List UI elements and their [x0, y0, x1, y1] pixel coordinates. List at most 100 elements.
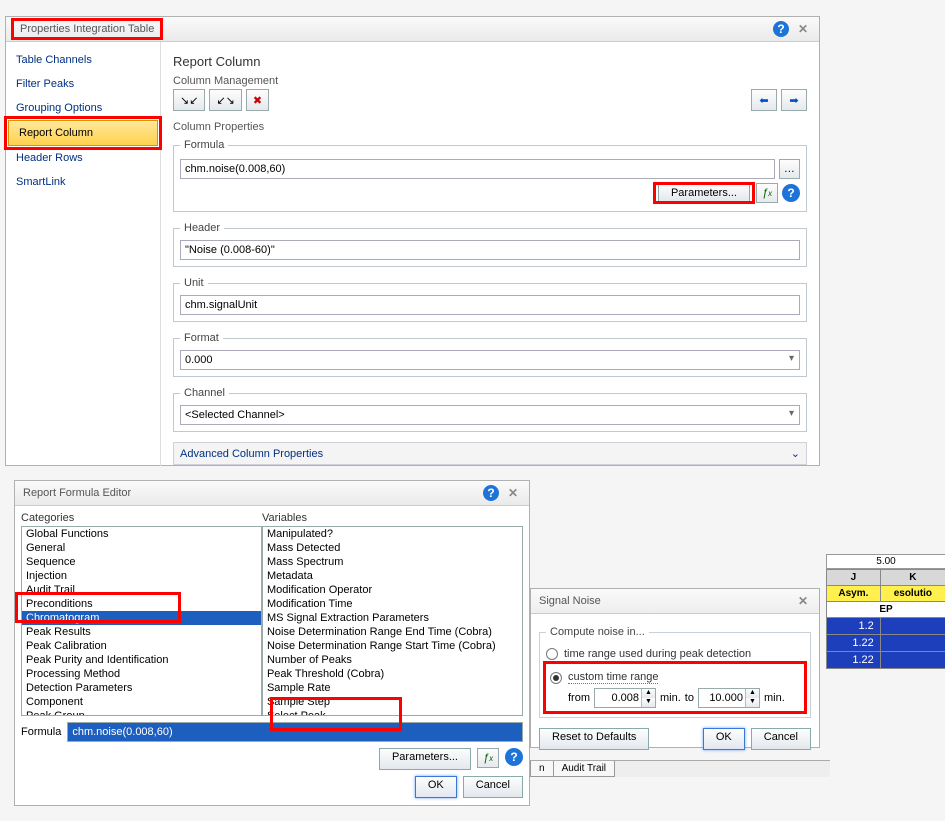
close-icon[interactable]: ✕ [795, 21, 811, 37]
categories-listbox[interactable]: Global FunctionsGeneralSequenceInjection… [21, 526, 262, 716]
from-spinner[interactable]: ▲▼ [594, 688, 656, 708]
channel-combo[interactable] [180, 405, 800, 425]
parameters-button[interactable]: Parameters... [658, 184, 750, 202]
variables-listbox[interactable]: Manipulated?Mass DetectedMass SpectrumMe… [262, 526, 523, 716]
properties-title: Properties Integration Table [14, 21, 160, 37]
header-input[interactable] [180, 240, 800, 260]
variable-item[interactable]: MS Signal Extraction Parameters [263, 611, 522, 625]
spin-down-icon[interactable]: ▼ [641, 698, 655, 707]
category-item[interactable]: Audit Trail [22, 583, 261, 597]
category-item[interactable]: General [22, 541, 261, 555]
nav-item-table-channels[interactable]: Table Channels [6, 48, 160, 72]
radio-peak-detection[interactable]: time range used during peak detection [546, 648, 804, 660]
close-icon[interactable]: ✕ [505, 485, 521, 501]
category-item[interactable]: Peak Group [22, 709, 261, 716]
variable-item[interactable]: Mass Spectrum [263, 555, 522, 569]
col-delete-button[interactable]: ✖ [246, 89, 269, 111]
variable-item[interactable]: Mass Detected [263, 541, 522, 555]
variable-item[interactable]: Sample Step [263, 695, 522, 709]
help-icon[interactable]: ? [483, 485, 499, 501]
fx-button[interactable]: ƒx [477, 748, 499, 768]
col-add-before-button[interactable]: ↘↙ [173, 89, 205, 111]
header-legend: Header [180, 222, 224, 234]
formula-editor-panel: Report Formula Editor ? ✕ Categories Glo… [14, 480, 530, 806]
col-letter: K [880, 570, 945, 586]
variable-item[interactable]: Noise Determination Range End Time (Cobr… [263, 625, 522, 639]
nav-item-grouping-options[interactable]: Grouping Options [6, 96, 160, 120]
variables-label: Variables [262, 510, 523, 526]
cancel-button[interactable]: Cancel [463, 776, 523, 798]
formula-browse-button[interactable]: … [779, 159, 800, 179]
category-item[interactable]: Injection [22, 569, 261, 583]
compute-noise-fieldset: Compute noise in... time range used duri… [539, 626, 811, 718]
to-input[interactable] [699, 692, 745, 704]
sub-header: EP [827, 602, 945, 618]
table-cell: 1.22 [827, 635, 881, 652]
radio-custom-range-label: custom time range [568, 671, 658, 684]
col-add-after-button[interactable]: ↙↘ [209, 89, 241, 111]
from-input[interactable] [595, 692, 641, 704]
formula-legend: Formula [180, 139, 228, 151]
variable-item[interactable]: Number of Peaks [263, 653, 522, 667]
variable-item[interactable]: Select Peak [263, 709, 522, 716]
format-combo[interactable] [180, 350, 800, 370]
variable-item[interactable]: Noise Determination Range Start Time (Co… [263, 639, 522, 653]
ok-button[interactable]: OK [703, 728, 745, 750]
nav-item-report-column[interactable]: Report Column [8, 120, 158, 146]
spin-up-icon[interactable]: ▲ [641, 689, 655, 698]
ok-button[interactable]: OK [415, 776, 457, 798]
category-item[interactable]: Peak Calibration [22, 639, 261, 653]
properties-nav: Table ChannelsFilter PeaksGrouping Optio… [6, 42, 161, 466]
category-item[interactable]: Chromatogram [22, 611, 261, 625]
min-label: min. [764, 692, 785, 704]
format-fieldset: Format [173, 332, 807, 377]
reset-defaults-button[interactable]: Reset to Defaults [539, 728, 649, 750]
variable-item[interactable]: Modification Time [263, 597, 522, 611]
category-item[interactable]: Component [22, 695, 261, 709]
table-cell [880, 618, 945, 635]
next-button[interactable]: ➡ [781, 89, 807, 111]
cancel-button[interactable]: Cancel [751, 728, 811, 750]
variable-item[interactable]: Manipulated? [263, 527, 522, 541]
nav-item-smartlink[interactable]: SmartLink [6, 170, 160, 194]
min-label: min. [660, 692, 681, 704]
advanced-expander[interactable]: Advanced Column Properties ⌄ [173, 442, 807, 465]
prev-button[interactable]: ⬅ [751, 89, 777, 111]
close-icon[interactable]: ✕ [795, 593, 811, 609]
spin-up-icon[interactable]: ▲ [745, 689, 759, 698]
formula-editor-input[interactable] [67, 722, 523, 742]
table-cell [880, 635, 945, 652]
formula-editor-title: Report Formula Editor [23, 487, 131, 499]
variable-item[interactable]: Sample Rate [263, 681, 522, 695]
formula-help-icon[interactable]: ? [782, 184, 800, 202]
to-spinner[interactable]: ▲▼ [698, 688, 760, 708]
categories-label: Categories [21, 510, 262, 526]
fe-parameters-button[interactable]: Parameters... [379, 748, 471, 770]
tab[interactable]: n [530, 761, 554, 777]
format-legend: Format [180, 332, 223, 344]
category-item[interactable]: Preconditions [22, 597, 261, 611]
tab[interactable]: Audit Trail [553, 761, 615, 777]
signal-noise-dialog: Signal Noise ✕ Compute noise in... time … [530, 588, 820, 748]
nav-item-filter-peaks[interactable]: Filter Peaks [6, 72, 160, 96]
radio-custom-range[interactable]: custom time range [550, 671, 800, 684]
nav-item-header-rows[interactable]: Header Rows [6, 146, 160, 170]
category-item[interactable]: Peak Purity and Identification [22, 653, 261, 667]
col-letter: J [827, 570, 881, 586]
help-icon[interactable]: ? [505, 748, 523, 766]
unit-input[interactable] [180, 295, 800, 315]
variable-item[interactable]: Peak Threshold (Cobra) [263, 667, 522, 681]
signal-noise-title-bar: Signal Noise ✕ [531, 589, 819, 614]
ruler-value: 5.00 [826, 554, 945, 569]
fx-button[interactable]: ƒx [756, 183, 778, 203]
formula-input[interactable] [180, 159, 775, 179]
category-item[interactable]: Processing Method [22, 667, 261, 681]
category-item[interactable]: Peak Results [22, 625, 261, 639]
help-icon[interactable]: ? [773, 21, 789, 37]
category-item[interactable]: Sequence [22, 555, 261, 569]
variable-item[interactable]: Metadata [263, 569, 522, 583]
spin-down-icon[interactable]: ▼ [745, 698, 759, 707]
category-item[interactable]: Detection Parameters [22, 681, 261, 695]
category-item[interactable]: Global Functions [22, 527, 261, 541]
variable-item[interactable]: Modification Operator [263, 583, 522, 597]
